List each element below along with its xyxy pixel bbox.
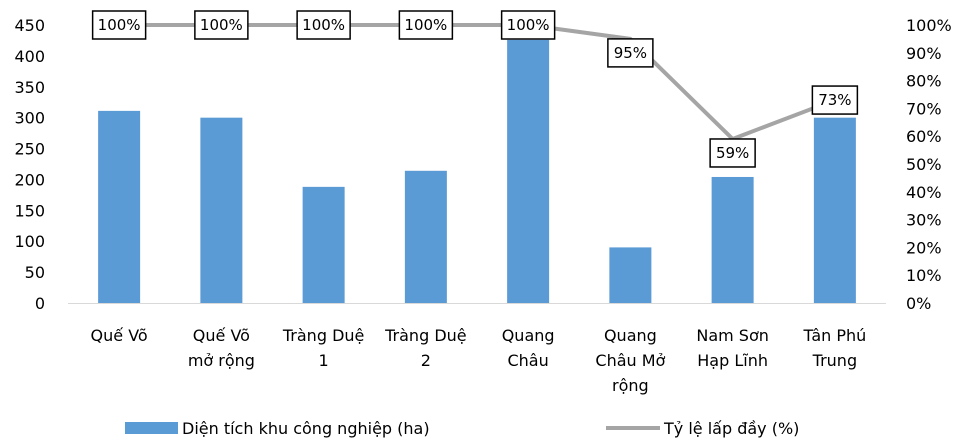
left-tick-label: 300 [14,109,45,128]
bar [609,247,652,303]
left-axis: 0 50 100 150 200 250 300 350 400 450 [14,16,45,313]
legend-bar-label: Diện tích khu công nghiệp (ha) [182,419,430,438]
right-tick-label: 20% [906,238,942,257]
bar [813,117,856,304]
left-tick-label: 0 [35,294,45,313]
bar [200,117,243,304]
category-labels: Quế Võ Quế Võ mở rộng Tràng Duệ 1 Tràng Duệ 2 Q… [91,326,867,395]
data-label: 95% [614,44,647,62]
left-tick-label: 50 [25,263,45,282]
left-tick-label: 450 [14,16,45,35]
data-label: 100% [98,16,141,34]
data-label: 100% [302,16,345,34]
legend-line-label: Tỷ lệ lấp đầy (%) [663,419,799,438]
category-label: Quang [502,326,555,345]
category-label: Quế Võ [91,326,148,345]
data-label-box [398,10,454,40]
bar [711,176,754,303]
category-label: Tân Phú [802,326,866,345]
category-label: rộng [612,376,649,395]
bar-series [68,39,886,304]
right-tick-label: 10% [906,266,942,285]
category-label: Châu [507,351,548,370]
bar [302,186,345,303]
legend-bar-swatch [125,422,178,434]
data-label-box [91,10,147,40]
right-tick-label: 40% [906,183,942,202]
right-tick-label: 30% [906,211,942,230]
category-label: 2 [421,351,431,370]
data-label: 59% [716,144,749,162]
category-label: Quang [604,326,657,345]
data-label: 100% [507,16,550,34]
left-tick-label: 350 [14,78,45,97]
data-label-box [500,10,556,40]
right-tick-label: 0% [906,294,931,313]
category-label: Nam Sơn [696,326,769,345]
left-tick-label: 100 [14,232,45,251]
left-tick-label: 250 [14,140,45,159]
data-label-box [296,10,351,40]
data-label: 100% [404,16,447,34]
left-tick-label: 150 [14,201,45,220]
right-tick-label: 100% [906,16,952,35]
data-label-box [709,138,756,168]
bar [507,39,550,304]
data-label: 100% [200,16,243,34]
category-label: Hạp Lĩnh [697,351,768,370]
category-label: Quế Võ [193,326,250,345]
right-tick-label: 90% [906,44,942,63]
legend: Diện tích khu công nghiệp (ha) Tỷ lệ lấp… [125,419,799,438]
right-axis: 0% 10% 20% 30% 40% 50% 60% 70% 80% 90% 100% [906,16,952,313]
category-label: mở rộng [188,351,255,370]
category-label: Trung [812,351,857,370]
right-tick-label: 60% [906,127,942,146]
data-label-box [811,85,859,115]
category-label: Tràng Duệ [384,326,467,345]
right-tick-label: 80% [906,72,942,91]
right-tick-label: 70% [906,99,942,118]
category-label: Châu Mở [595,351,665,370]
left-tick-label: 200 [14,170,45,189]
right-tick-label: 50% [906,155,942,174]
data-label-box [194,10,249,40]
bar [404,170,447,303]
bar [98,110,141,303]
left-tick-label: 400 [14,47,45,66]
category-label: 1 [319,351,329,370]
data-label-box [607,38,654,68]
data-label: 73% [818,91,851,109]
category-label: Tràng Duệ [282,326,365,345]
line-series: 100% 100% 100% 100% 100% 95% 59% 73% [91,10,859,168]
